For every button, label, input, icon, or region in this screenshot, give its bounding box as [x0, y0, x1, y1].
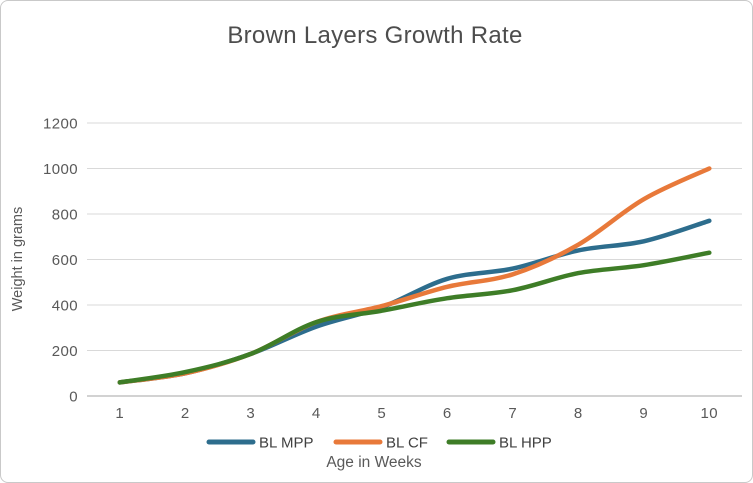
- x-tick-label: 7: [508, 405, 517, 422]
- x-tick-label: 6: [443, 405, 452, 422]
- y-tick-label: 400: [52, 298, 78, 315]
- legend-item-bl-mpp: BL MPP: [206, 435, 313, 452]
- y-tick-label: 1200: [43, 116, 78, 133]
- y-tick-label: 1000: [43, 161, 78, 178]
- x-tick-label: 1: [115, 405, 124, 422]
- series-line-bl-mpp: [117, 218, 712, 385]
- legend: BL MPP BL CF BL HPP: [206, 435, 552, 452]
- x-axis-tick-labels: 1 2 3 4 5 6 7 8 9 10: [115, 405, 719, 422]
- y-axis-title: Weight in grams: [10, 207, 26, 312]
- legend-label: BL MPP: [259, 435, 313, 452]
- y-axis-tick-labels: 0 200 400 600 800 1000 1200: [43, 116, 78, 406]
- series-lines-group: [117, 166, 712, 385]
- x-tick-label: 3: [246, 405, 255, 422]
- x-tick-label: 2: [181, 405, 190, 422]
- y-tick-label: 0: [69, 389, 78, 406]
- y-tick-label: 600: [52, 252, 78, 269]
- x-tick-label: 9: [639, 405, 648, 422]
- legend-label: BL HPP: [499, 435, 552, 452]
- legend-label: BL CF: [386, 435, 428, 452]
- legend-item-bl-cf: BL CF: [333, 435, 428, 452]
- gridlines-group: [87, 122, 742, 397]
- legend-item-bl-hpp: BL HPP: [446, 435, 552, 452]
- x-tick-label: 4: [312, 405, 321, 422]
- x-tick-label: 10: [701, 405, 719, 422]
- y-tick-label: 800: [52, 207, 78, 224]
- series-line-bl-hpp: [117, 250, 712, 385]
- x-tick-label: 5: [377, 405, 386, 422]
- x-tick-label: 8: [574, 405, 583, 422]
- chart-title: Brown Layers Growth Rate: [227, 22, 522, 49]
- x-axis-title: Age in Weeks: [326, 454, 422, 471]
- y-tick-label: 200: [52, 343, 78, 360]
